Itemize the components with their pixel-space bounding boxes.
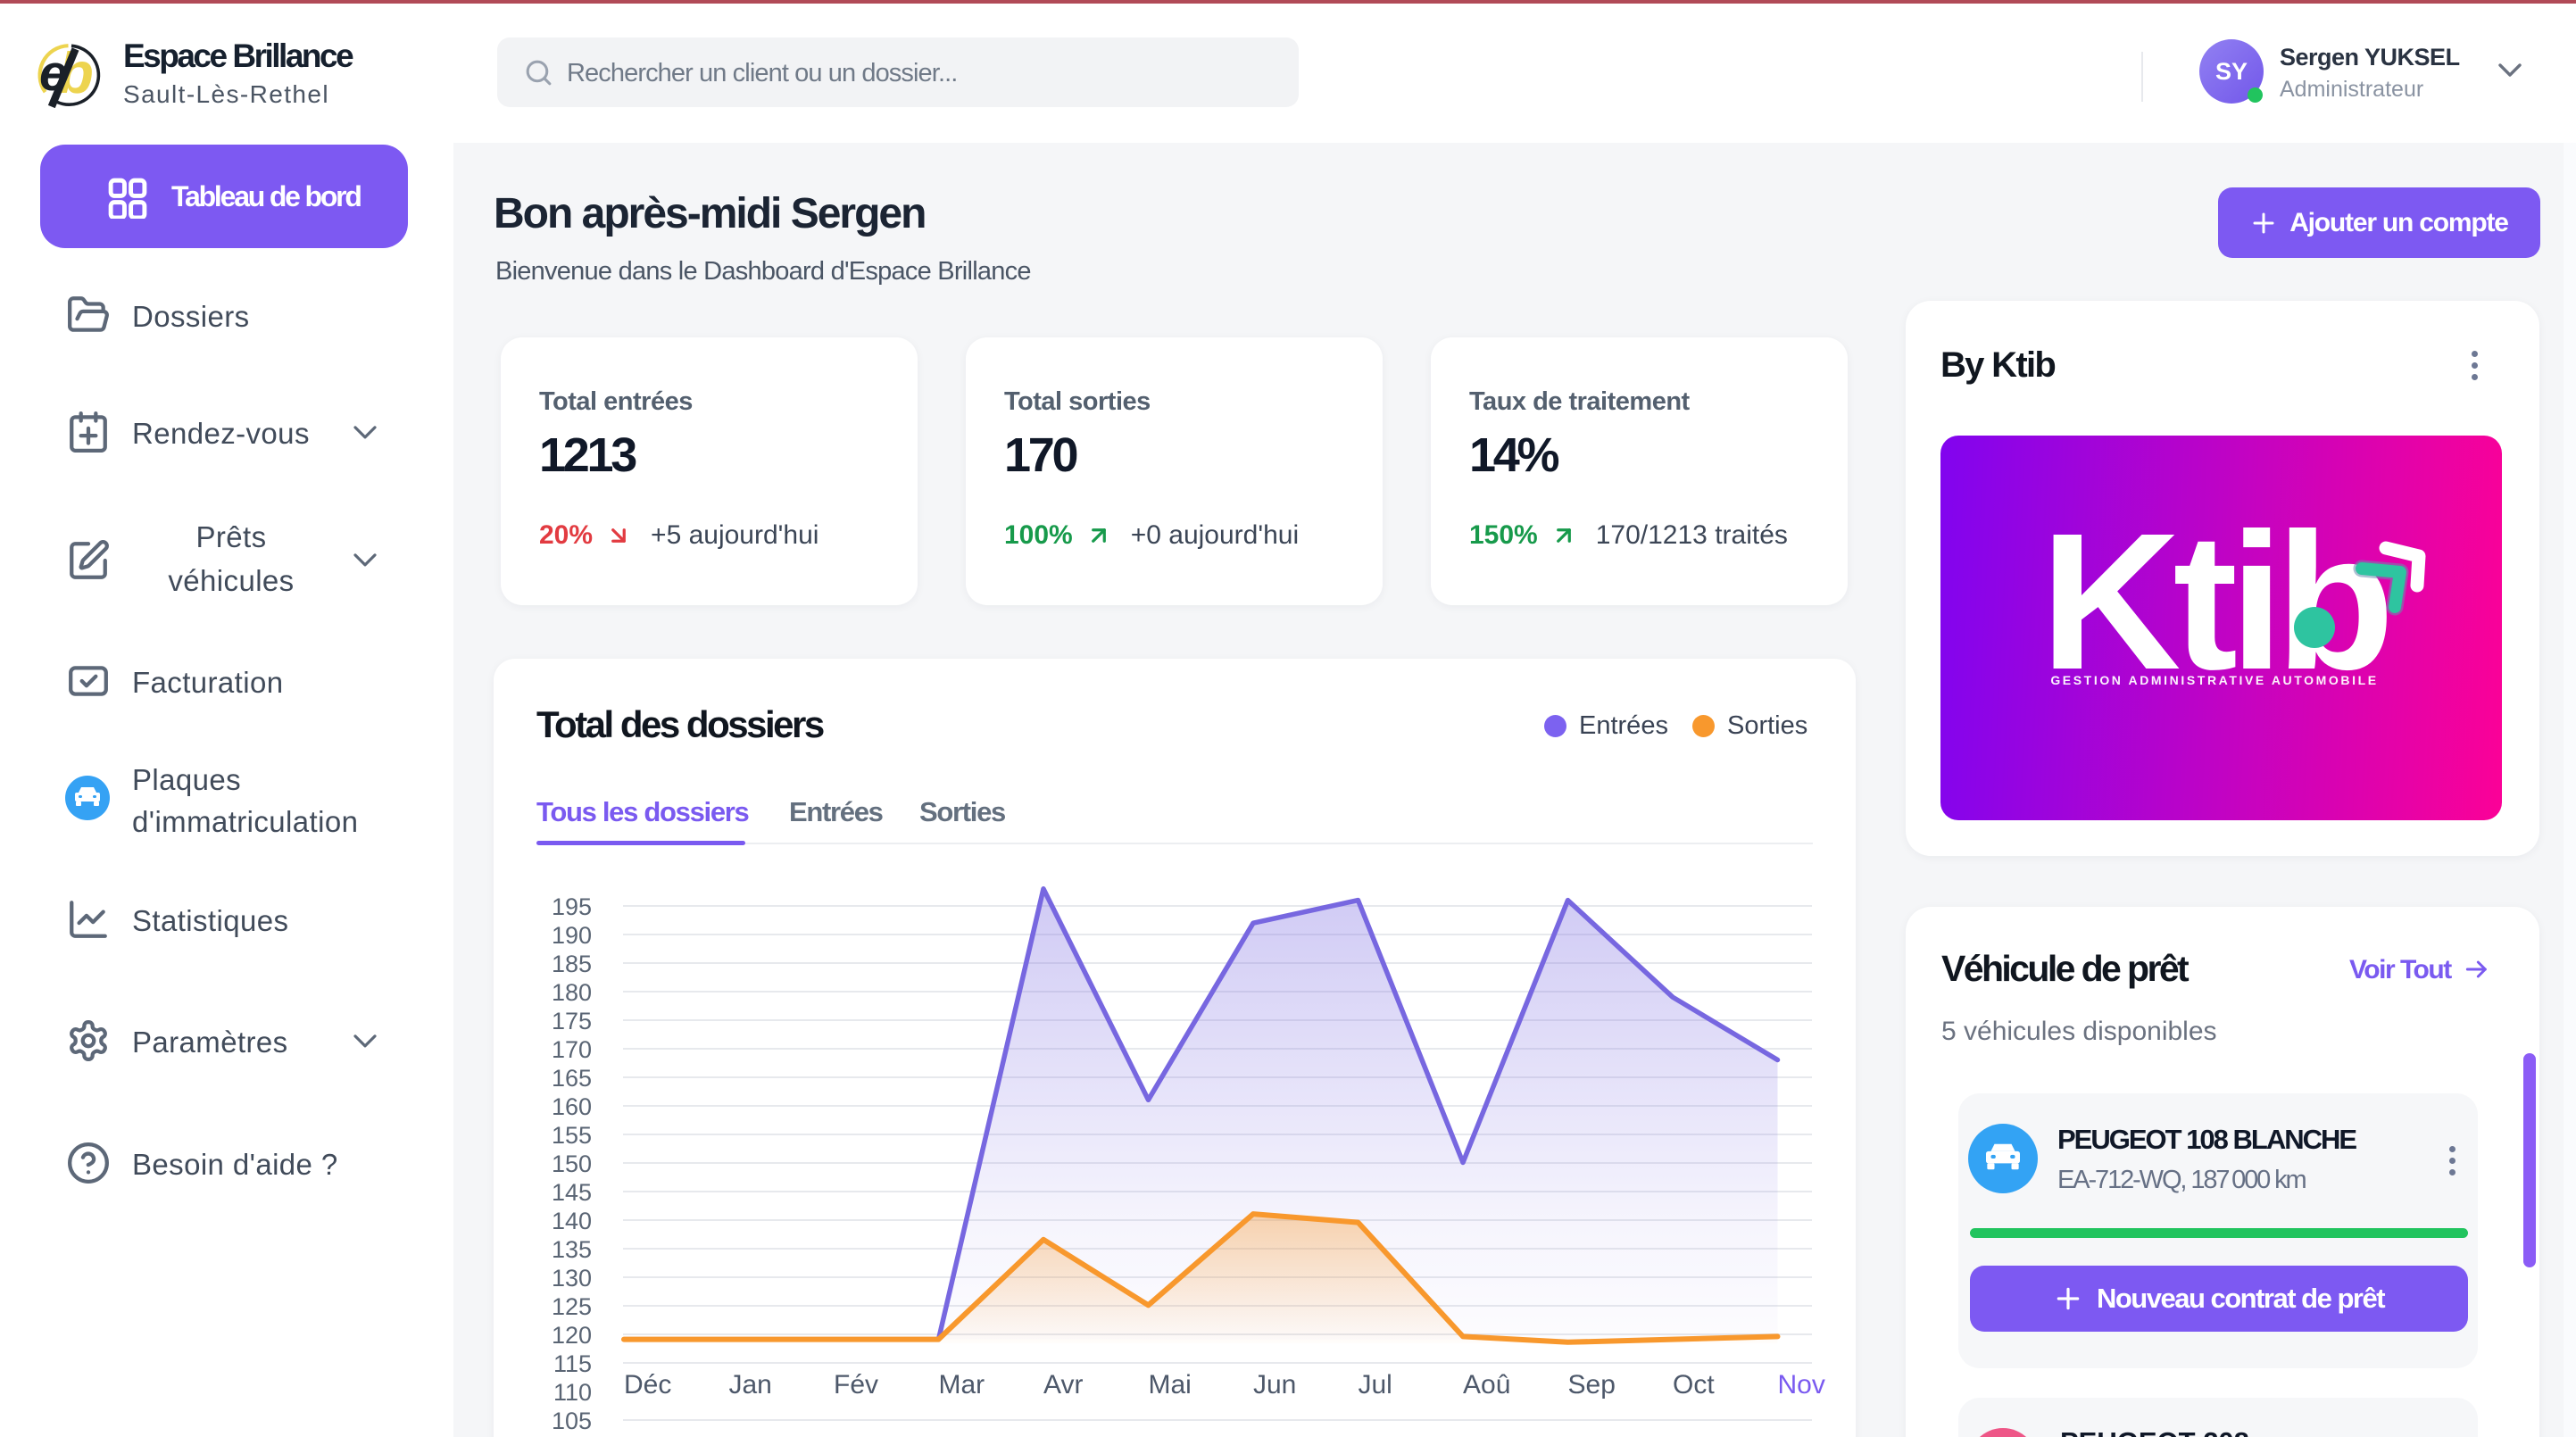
svg-text:125: 125 [552,1293,592,1320]
svg-text:105: 105 [552,1408,592,1434]
svg-text:155: 155 [552,1122,592,1149]
svg-text:Jul: Jul [1359,1370,1392,1400]
svg-text:165: 165 [552,1065,592,1092]
svg-text:Jan: Jan [729,1370,772,1400]
svg-text:140: 140 [552,1208,592,1234]
svg-text:Oct: Oct [1673,1370,1715,1400]
svg-text:e: e [39,45,68,102]
svg-text:Mai: Mai [1149,1370,1192,1400]
svg-text:Avr: Avr [1043,1370,1083,1400]
svg-text:190: 190 [552,922,592,949]
svg-text:175: 175 [552,1008,592,1034]
svg-text:Nov: Nov [1778,1370,1825,1400]
svg-text:130: 130 [552,1265,592,1292]
svg-text:150: 150 [552,1150,592,1177]
svg-text:Sep: Sep [1568,1370,1616,1400]
svg-text:135: 135 [552,1236,592,1263]
svg-text:Fév: Fév [834,1370,878,1400]
svg-text:115: 115 [553,1350,592,1377]
svg-text:Déc: Déc [624,1370,671,1400]
svg-text:185: 185 [552,951,592,977]
svg-text:195: 195 [552,893,592,920]
svg-text:Mar: Mar [939,1370,985,1400]
svg-text:120: 120 [552,1322,592,1349]
svg-text:Jun: Jun [1253,1370,1296,1400]
svg-text:160: 160 [552,1093,592,1120]
svg-text:145: 145 [552,1179,592,1206]
svg-text:Aoû: Aoû [1463,1370,1510,1400]
svg-text:110: 110 [553,1379,592,1406]
svg-text:180: 180 [552,979,592,1006]
svg-text:170: 170 [552,1036,592,1063]
